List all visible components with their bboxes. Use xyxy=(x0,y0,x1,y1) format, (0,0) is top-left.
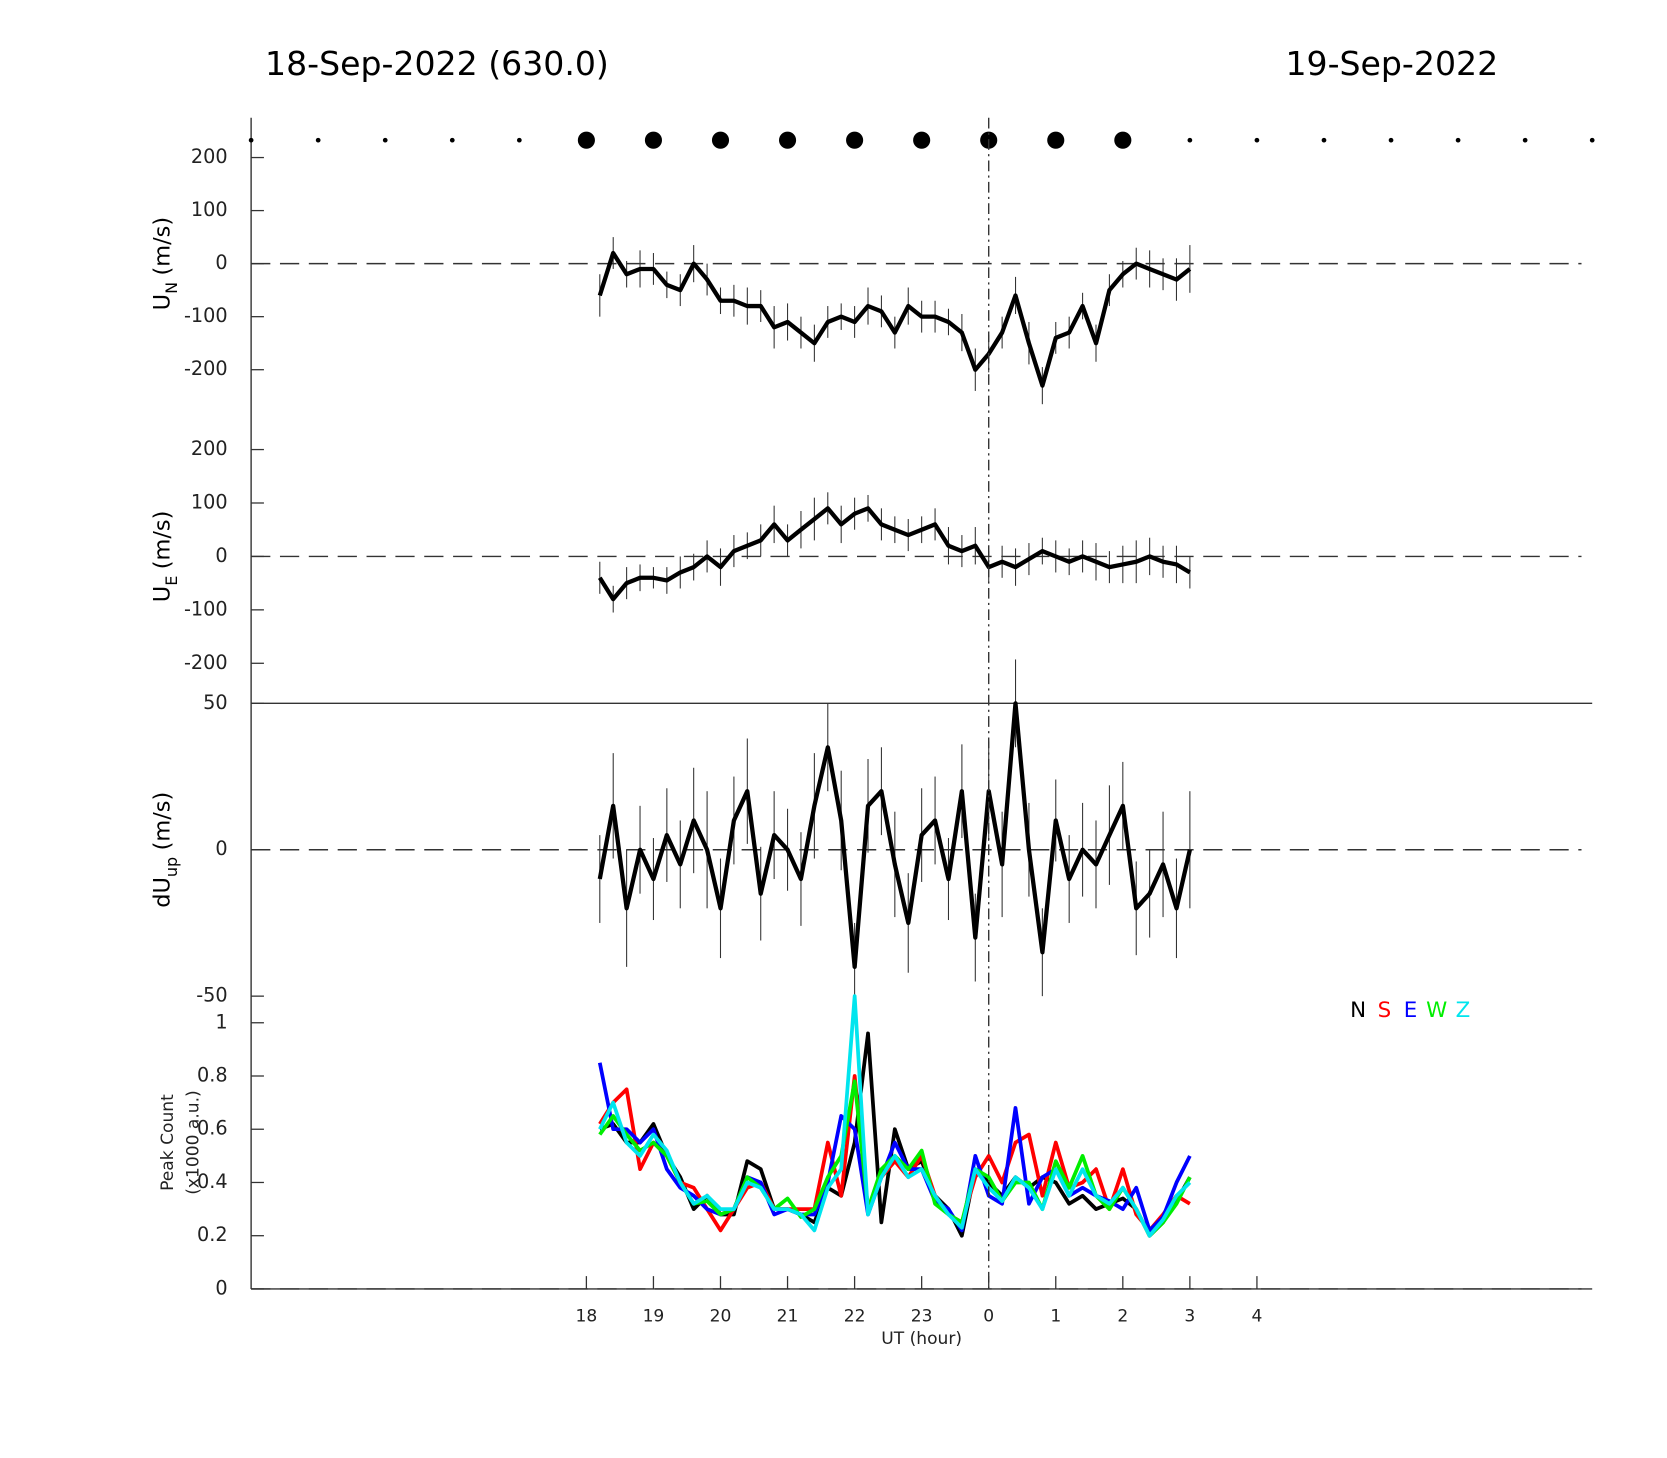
x-tick-label: 0 xyxy=(983,1307,994,1327)
top-marker xyxy=(711,131,730,149)
y-label-unit: (m/s) xyxy=(149,217,175,276)
data-line xyxy=(597,506,1191,602)
legend-entry: Z xyxy=(1456,998,1471,1023)
data-line xyxy=(597,250,1192,388)
x-tick-label: 21 xyxy=(777,1307,799,1327)
y-tick-label: 0.4 xyxy=(197,1170,228,1193)
y-tick-label: -200 xyxy=(184,651,228,674)
top-marker xyxy=(1388,137,1394,143)
top-marker xyxy=(779,131,797,149)
y-label-unit: (m/s) xyxy=(149,792,175,851)
y-label-sub: E xyxy=(162,576,181,586)
top-marker xyxy=(1321,137,1327,143)
top-marker xyxy=(846,131,864,149)
top-marker xyxy=(1187,137,1193,143)
legend-entry: W xyxy=(1426,998,1447,1023)
y-tick-label: 200 xyxy=(191,437,228,460)
y-tick-label: 0.8 xyxy=(197,1064,228,1087)
top-marker xyxy=(449,137,455,143)
y-label-main: U xyxy=(149,294,175,310)
y-axis-label: Peak Count xyxy=(158,1094,178,1191)
y-tick-label: 1 xyxy=(215,1010,227,1033)
top-marker xyxy=(644,131,662,149)
title-right: 19-Sep-2022 xyxy=(1285,44,1498,83)
y-tick-label: 0 xyxy=(215,837,227,860)
y-axis-label: (x1000 a.u.) xyxy=(183,1090,203,1194)
top-marker xyxy=(516,137,522,143)
y-tick-label: 0.2 xyxy=(197,1223,228,1246)
y-tick-label: 100 xyxy=(191,490,228,513)
x-tick-label: 23 xyxy=(911,1307,933,1327)
y-tick-label: 100 xyxy=(191,198,228,221)
x-tick-label: 3 xyxy=(1184,1307,1195,1327)
y-axis-label: dUup (m/s) xyxy=(149,792,181,908)
y-axis-label: UE (m/s) xyxy=(149,511,181,603)
y-tick-label: -200 xyxy=(184,357,228,380)
top-marker xyxy=(1589,137,1595,143)
x-tick-label: 1 xyxy=(1050,1307,1061,1327)
legend-entry: N xyxy=(1350,998,1366,1023)
y-tick-label: 0.6 xyxy=(197,1117,228,1140)
y-tick-label: 200 xyxy=(191,145,228,168)
x-tick-label: 22 xyxy=(844,1307,866,1327)
top-marker xyxy=(1522,137,1528,143)
legend-entry: E xyxy=(1404,998,1417,1023)
top-marker xyxy=(382,137,388,143)
y-tick-label: 0 xyxy=(215,544,227,567)
y-tick-label: -50 xyxy=(196,984,227,1007)
y-axis-label: UN (m/s) xyxy=(149,217,181,310)
y-label-unit: (m/s) xyxy=(149,511,175,570)
top-marker xyxy=(913,131,931,149)
top-marker xyxy=(248,137,254,143)
top-marker xyxy=(1254,137,1260,143)
y-label-main: dU xyxy=(149,877,175,908)
y-tick-label: -100 xyxy=(184,597,228,620)
x-tick-label: 2 xyxy=(1117,1307,1128,1327)
y-tick-label: 0 xyxy=(215,1276,227,1299)
top-marker xyxy=(577,131,595,149)
top-marker xyxy=(1047,131,1065,149)
x-tick-label: 18 xyxy=(576,1307,598,1327)
x-tick-label: 4 xyxy=(1251,1307,1262,1327)
data-line xyxy=(597,701,1192,970)
y-label-main: U xyxy=(149,586,175,602)
y-tick-label: 50 xyxy=(203,691,227,714)
data-line xyxy=(598,994,1192,1238)
title-left: 18-Sep-2022 (630.0) xyxy=(265,44,609,83)
y-label-sub: up xyxy=(162,857,181,877)
y-label-sub: N xyxy=(162,282,181,294)
y-tick-label: -100 xyxy=(184,304,228,327)
x-tick-label: 19 xyxy=(643,1307,665,1327)
top-marker xyxy=(1114,131,1132,149)
y-tick-label: 0 xyxy=(215,251,227,274)
top-marker xyxy=(1455,137,1461,143)
top-marker xyxy=(315,137,321,143)
x-axis-label: UT (hour) xyxy=(881,1329,962,1349)
legend-entry: S xyxy=(1378,998,1392,1023)
x-tick-label: 20 xyxy=(710,1307,732,1327)
data-line xyxy=(598,1074,1191,1233)
